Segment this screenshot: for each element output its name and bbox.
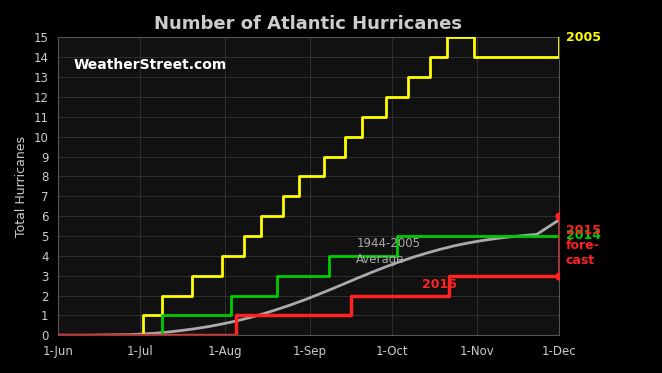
Text: 2014: 2014 [565, 229, 600, 242]
Text: 2005: 2005 [565, 31, 600, 44]
Text: 1944-2005
Average: 1944-2005 Average [356, 237, 420, 266]
Text: 2015
fore-
cast: 2015 fore- cast [565, 225, 600, 267]
Y-axis label: Total Hurricanes: Total Hurricanes [15, 136, 28, 237]
Text: 2015: 2015 [422, 278, 457, 291]
Title: Number of Atlantic Hurricanes: Number of Atlantic Hurricanes [154, 15, 463, 33]
Text: WeatherStreet.com: WeatherStreet.com [73, 58, 226, 72]
